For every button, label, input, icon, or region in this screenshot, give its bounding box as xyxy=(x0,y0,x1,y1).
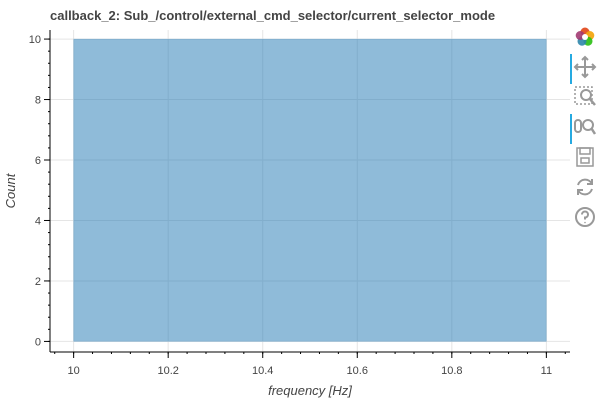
chart-title: callback_2: Sub_/control/external_cmd_se… xyxy=(50,8,495,23)
box-zoom-icon[interactable] xyxy=(572,84,598,110)
x-tick-label: 10.2 xyxy=(157,365,178,377)
x-tick-label: 11 xyxy=(541,365,552,377)
bars xyxy=(73,38,547,342)
bokeh-logo-icon[interactable] xyxy=(572,24,598,50)
x-tick-label: 10.6 xyxy=(347,365,368,377)
y-tick-label: 10 xyxy=(29,34,41,46)
x-tick-label: 10.4 xyxy=(252,365,273,377)
y-tick-label: 4 xyxy=(35,215,41,227)
x-axis: 10 10.2 10.4 10.6 10.8 11 xyxy=(50,351,570,377)
y-tick-label: 0 xyxy=(35,336,41,348)
y-axis: 0 2 4 6 8 10 xyxy=(29,30,51,352)
x-tick-label: 10.8 xyxy=(441,365,462,377)
help-icon[interactable] xyxy=(572,204,598,230)
y-tick-label: 8 xyxy=(35,95,41,107)
x-axis-label: frequency [Hz] xyxy=(268,383,352,398)
y-tick-label: 2 xyxy=(35,276,41,288)
wheel-zoom-icon[interactable] xyxy=(570,114,598,144)
plot-area[interactable] xyxy=(50,30,570,352)
x-tick-label: 10 xyxy=(68,365,80,377)
reset-icon[interactable] xyxy=(572,174,598,200)
save-icon[interactable] xyxy=(572,144,598,170)
pan-icon[interactable] xyxy=(570,54,598,84)
y-tick-label: 6 xyxy=(35,155,41,167)
toolbar xyxy=(568,22,600,242)
histogram-bar xyxy=(73,38,547,342)
y-axis-label: Count xyxy=(3,172,18,208)
